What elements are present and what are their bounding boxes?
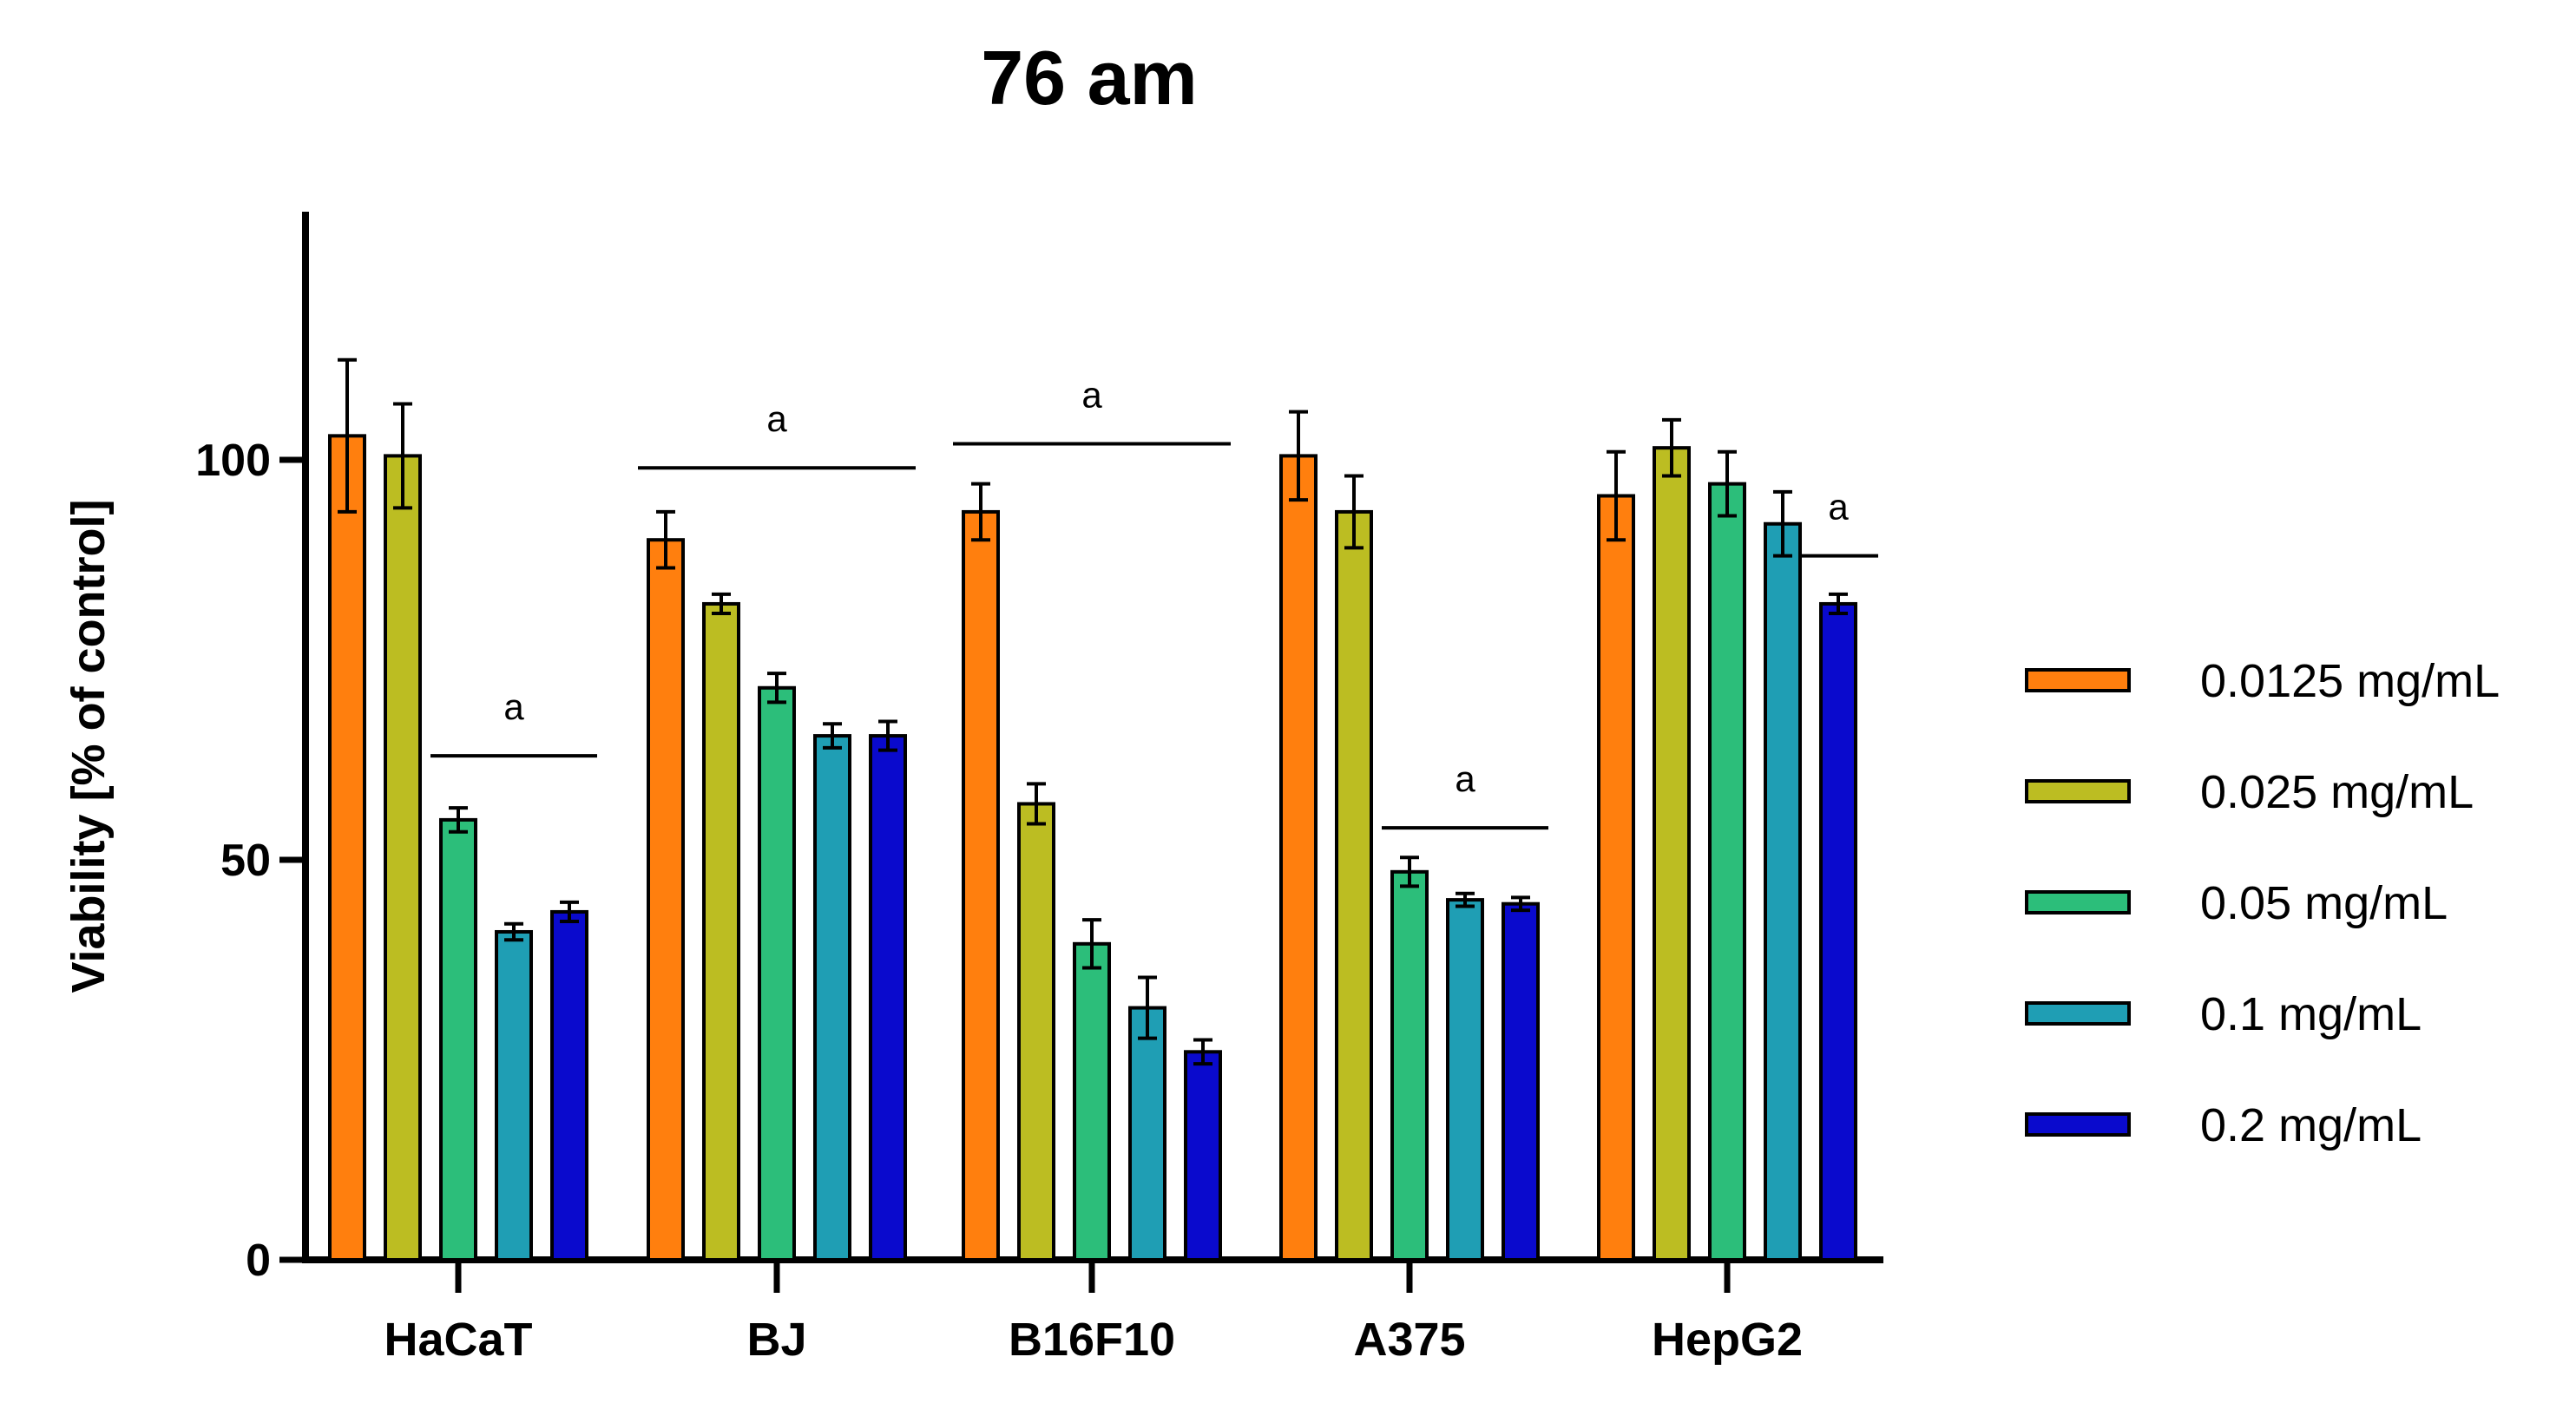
bar-BJ-1 [702, 601, 740, 1262]
significance-label: a [1828, 487, 1849, 528]
bar-A375-4 [1502, 901, 1540, 1262]
legend-label-0: 0.0125 mg/mL [2200, 655, 2500, 707]
y-tick-label: 0 [246, 1236, 271, 1286]
bar-HepG2-3 [1764, 521, 1802, 1262]
bar-B16F10-4 [1184, 1050, 1222, 1262]
legend: 0.0125 mg/mL 0.025 mg/mL 0.05 mg/mL 0.1 mg/… [2025, 655, 2500, 1151]
x-tick-label-HaCaT: HaCaT [384, 1314, 532, 1366]
bar-BJ-2 [758, 685, 796, 1262]
bar-HaCaT-0 [328, 434, 366, 1262]
legend-swatch-3 [2025, 1001, 2131, 1026]
y-tick-label: 100 [195, 436, 271, 486]
bar-BJ-3 [813, 734, 851, 1262]
significance-label: a [1455, 758, 1475, 799]
legend-label-4: 0.2 mg/mL [2200, 1099, 2422, 1151]
bar-HepG2-2 [1708, 482, 1746, 1262]
y-tick-label: 50 [220, 836, 271, 886]
legend-swatch-4 [2025, 1112, 2131, 1137]
significance-label: a [1081, 375, 1102, 416]
bar-HepG2-4 [1819, 601, 1857, 1262]
legend-label-2: 0.05 mg/mL [2200, 877, 2448, 929]
chart-title: 76 am [981, 35, 1198, 121]
bar-A375-2 [1390, 869, 1429, 1262]
bar-A375-3 [1446, 898, 1484, 1262]
significance-label: a [503, 686, 524, 727]
x-tick-label-A375: A375 [1353, 1314, 1465, 1366]
x-tick-label-BJ: BJ [746, 1314, 806, 1366]
plot-area: 0 50 100 HaCaT BJ B16F10 A375 HepG2 a a a a a [195, 212, 1883, 1366]
bar-B16F10-1 [1017, 802, 1055, 1262]
legend-swatch-1 [2025, 779, 2131, 803]
bar-HaCaT-4 [550, 909, 588, 1262]
bar-B16F10-0 [962, 509, 1000, 1262]
bar-A375-1 [1335, 509, 1373, 1262]
bar-HaCaT-1 [384, 454, 422, 1262]
bar-HaCaT-2 [439, 817, 477, 1262]
significance-label: a [766, 398, 787, 439]
x-tick-label-HepG2: HepG2 [1652, 1314, 1803, 1366]
legend-swatch-0 [2025, 668, 2131, 692]
bar-BJ-0 [647, 538, 685, 1262]
legend-label-3: 0.1 mg/mL [2200, 988, 2422, 1040]
bar-B16F10-2 [1073, 941, 1111, 1262]
legend-label-1: 0.025 mg/mL [2200, 766, 2474, 818]
legend-swatch-2 [2025, 890, 2131, 914]
bar-BJ-4 [869, 734, 907, 1262]
bar-HaCaT-3 [495, 929, 533, 1262]
bar-HepG2-1 [1653, 446, 1691, 1262]
y-axis-label: Viability [% of control] [62, 499, 115, 993]
bar-A375-0 [1279, 454, 1318, 1262]
bar-HepG2-0 [1597, 494, 1635, 1262]
bar-B16F10-3 [1128, 1006, 1166, 1262]
x-tick-label-B16F10: B16F10 [1009, 1314, 1175, 1366]
